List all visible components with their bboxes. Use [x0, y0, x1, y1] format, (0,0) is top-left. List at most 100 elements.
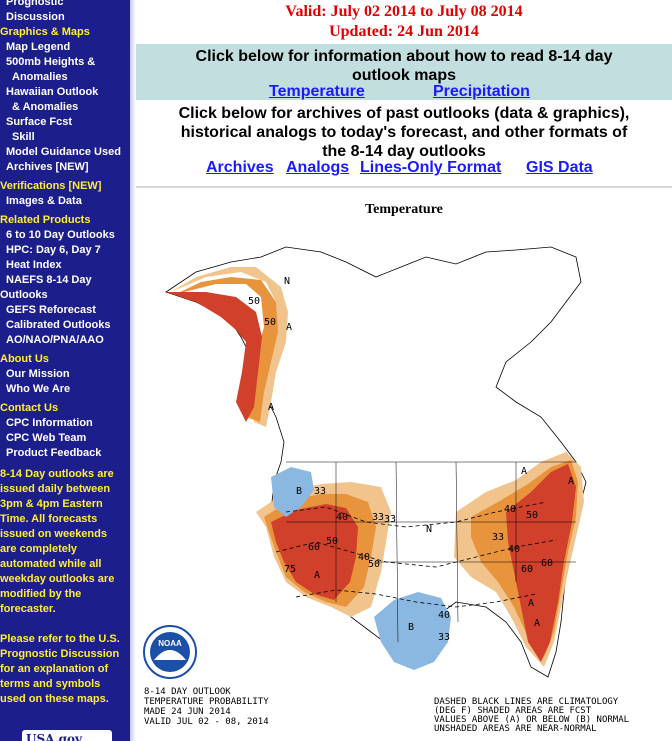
map-region-label: 40	[508, 544, 520, 555]
map-region-label: A	[314, 570, 320, 581]
sidebar-item[interactable]: CPC Web Team	[6, 431, 86, 446]
sidebar-note-line: for an explanation of	[0, 662, 108, 677]
map-region-label: A	[568, 476, 574, 487]
map-region-label: 33	[492, 532, 504, 543]
sidebar-item[interactable]: Our Mission	[6, 367, 70, 382]
noaa-logo: NOAA	[144, 626, 196, 678]
sidebar-note-line: issued daily between	[0, 482, 110, 497]
map-region-label: A	[521, 466, 527, 477]
map-region-label: 75	[284, 564, 296, 575]
noaa-logo-text: NOAA	[158, 639, 182, 648]
sidebar: Prognostic Discussion Graphics & Maps Map L…	[0, 0, 130, 741]
sidebar-note-line: terms and symbols	[0, 677, 100, 692]
caption-line1: 8-14 DAY OUTLOOK	[144, 687, 231, 697]
sidebar-item[interactable]: Model Guidance Used	[6, 145, 121, 160]
caption-line3: MADE 24 JUN 2014	[144, 707, 231, 717]
sidebar-item[interactable]: Archives [NEW]	[6, 160, 89, 175]
sidebar-note-line: 3pm & 4pm Eastern	[0, 497, 103, 512]
valid-dates: Valid: July 02 2014 to July 08 2014	[136, 3, 672, 21]
map-region-label: 60	[308, 542, 320, 553]
sidebar-item[interactable]: GEFS Reforecast	[6, 303, 96, 318]
sidebar-note-line: are completely	[0, 542, 77, 557]
sidebar-item[interactable]: Verifications [NEW]	[0, 179, 101, 194]
caption-line4: VALID JUL 02 - 08, 2014	[144, 717, 269, 727]
sidebar-note-line: Time. All forecasts	[0, 512, 97, 527]
sidebar-item[interactable]: Product Feedback	[6, 446, 101, 461]
map-region-label: 50	[526, 510, 538, 521]
updated-date: Updated: 24 Jun 2014	[136, 23, 672, 41]
sidebar-note-line: modified by the	[0, 587, 81, 602]
sidebar-item[interactable]: Calibrated Outlooks	[6, 318, 111, 333]
archive-text-line2: historical analogs to today's forecast, …	[136, 123, 672, 142]
map-region-label: 33	[384, 514, 396, 525]
sidebar-note-line: weekday outlooks are	[0, 572, 114, 587]
archive-text-line1: Click below for archives of past outlook…	[136, 104, 672, 123]
caption-line2: TEMPERATURE PROBABILITY	[144, 697, 269, 707]
map-region-label: 40	[438, 610, 450, 621]
sidebar-note-line: issued on weekends	[0, 527, 107, 542]
sidebar-item[interactable]: Who We Are	[6, 382, 70, 397]
sidebar-item[interactable]: & Anomalies	[12, 100, 78, 115]
info-box: Click below for information about how to…	[136, 44, 672, 100]
sidebar-item[interactable]: Discussion	[6, 10, 65, 25]
sidebar-item[interactable]: Hawaiian Outlook	[6, 85, 98, 100]
sidebar-note-line: Prognostic Discussion	[0, 647, 119, 662]
sidebar-note-line: forecaster.	[0, 602, 56, 617]
map-title: Temperature	[136, 202, 672, 218]
sidebar-note-line: automated while all	[0, 557, 101, 572]
archive-text: Click below for archives of past outlook…	[136, 104, 672, 161]
map-region-label: B	[296, 486, 302, 497]
map-region-label: 40	[358, 552, 370, 563]
sidebar-item[interactable]: Surface Fcst	[6, 115, 72, 130]
map-region-label: 60	[541, 558, 553, 569]
map-region-label: A	[528, 598, 534, 609]
sidebar-item[interactable]: Anomalies	[12, 70, 68, 85]
map-region-label: N	[284, 276, 290, 287]
sidebar-item[interactable]: About Us	[0, 352, 49, 367]
sidebar-item[interactable]: 500mb Heights &	[6, 55, 95, 70]
sidebar-item[interactable]: HPC: Day 6, Day 7	[6, 243, 101, 258]
sidebar-item[interactable]: Graphics & Maps	[0, 25, 90, 40]
sidebar-note-line: Please refer to the U.S.	[0, 632, 120, 647]
archives-link[interactable]: Archives	[206, 159, 274, 177]
sidebar-item[interactable]: Skill	[12, 130, 35, 145]
map-region-label: B	[408, 622, 414, 633]
precipitation-link[interactable]: Precipitation	[433, 83, 530, 101]
analogs-link[interactable]: Analogs	[286, 159, 349, 177]
info-text: Click below for information about how to…	[136, 47, 672, 85]
sidebar-item[interactable]: Images & Data	[6, 194, 82, 209]
sidebar-item[interactable]: Contact Us	[0, 401, 58, 416]
map-region-label: 50	[248, 296, 260, 307]
usa-gov-logo-text: USA.gov	[22, 732, 82, 741]
sidebar-item[interactable]: Outlooks	[0, 288, 48, 303]
map-region-label: 40	[336, 512, 348, 523]
map-region-label: 33	[372, 512, 384, 523]
sidebar-item[interactable]: CPC Information	[6, 416, 93, 431]
map-region-label: A	[286, 322, 292, 333]
map-region-label: 60	[521, 564, 533, 575]
map-region-label: 33	[314, 486, 326, 497]
map-region-label: 33	[438, 632, 450, 643]
usa-gov-logo[interactable]: USA.gov	[22, 730, 112, 741]
sidebar-item[interactable]: Heat Index	[6, 258, 62, 273]
legend-line4: UNSHADED AREAS ARE NEAR-NORMAL	[434, 724, 597, 734]
sidebar-item[interactable]: NAEFS 8-14 Day	[6, 273, 92, 288]
lines-only-link[interactable]: Lines-Only Format	[360, 159, 501, 177]
info-text-line1: Click below for information about how to…	[136, 47, 672, 66]
sidebar-note-line: 8-14 Day outlooks are	[0, 467, 114, 482]
sidebar-item[interactable]: 6 to 10 Day Outlooks	[6, 228, 115, 243]
divider	[136, 186, 672, 188]
gis-data-link[interactable]: GIS Data	[526, 159, 593, 177]
main-content: Valid: July 02 2014 to July 08 2014 Upda…	[136, 0, 672, 741]
sidebar-item[interactable]: Map Legend	[6, 40, 70, 55]
sidebar-note-line: used on these maps.	[0, 692, 109, 707]
temperature-link[interactable]: Temperature	[269, 83, 365, 101]
sidebar-item[interactable]: AO/NAO/PNA/AAO	[6, 333, 104, 348]
sidebar-item[interactable]: Prognostic	[6, 0, 63, 10]
sidebar-item[interactable]: Related Products	[0, 213, 90, 228]
map-region-label: N	[426, 524, 432, 535]
map-region-label: A	[268, 402, 274, 413]
map-region-label: 40	[504, 504, 516, 515]
map-region-label: A	[534, 618, 540, 629]
